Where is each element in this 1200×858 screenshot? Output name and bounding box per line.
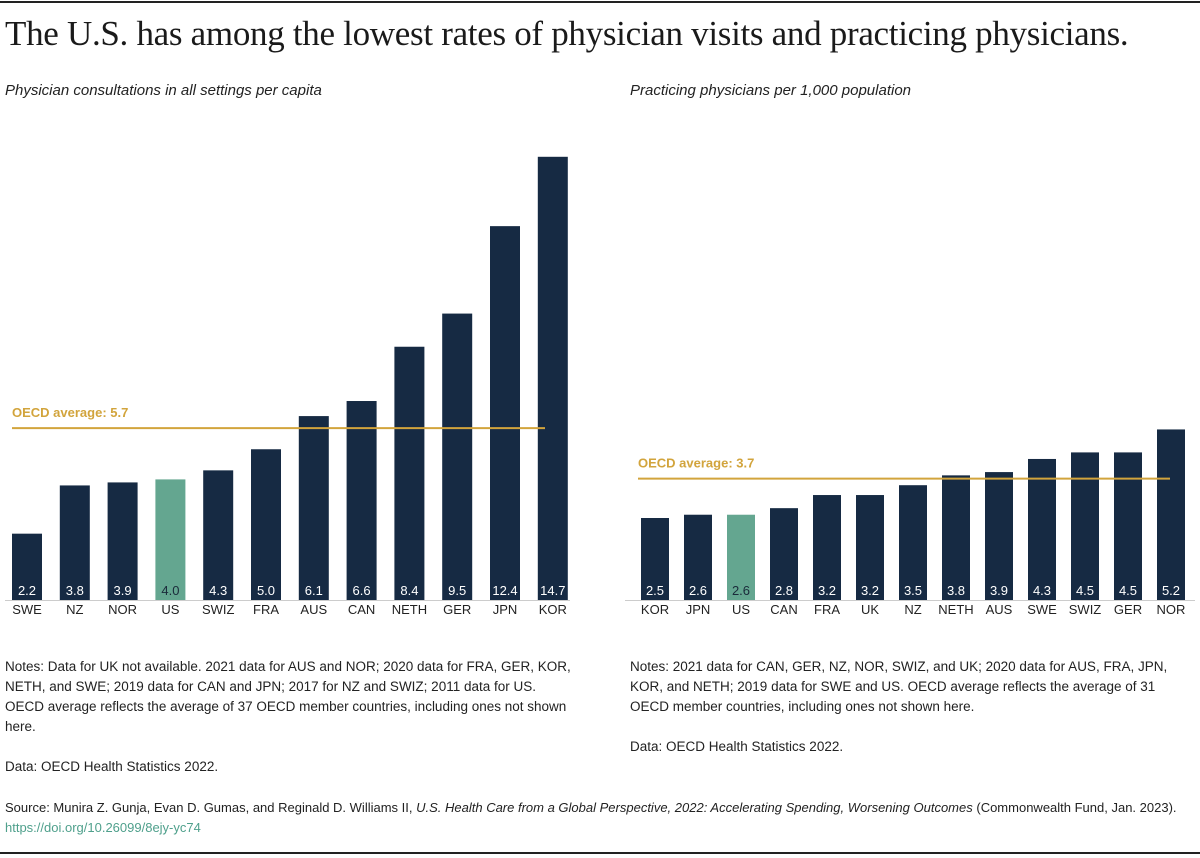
bar-nor: [107, 482, 138, 600]
right-notes-text: Notes: 2021 data for CAN, GER, NZ, NOR, …: [630, 659, 1168, 714]
top-rule: [0, 1, 1200, 3]
bar-fra: [813, 495, 841, 600]
bar-swe: [1028, 458, 1056, 600]
data-label-jpn: 12.4: [492, 583, 517, 598]
oecd-average-label: OECD average: 3.7: [638, 456, 754, 471]
bottom-rule: [0, 852, 1200, 854]
data-label-fra: 3.2: [818, 583, 836, 598]
bar-swe: [12, 533, 42, 600]
left-data-source: Data: OECD Health Statistics 2022.: [5, 759, 219, 774]
bar-can: [346, 401, 377, 600]
x-tick-label-aus: AUS: [986, 602, 1013, 617]
x-tick-label-nz: NZ: [904, 602, 921, 617]
bar-jpn: [684, 514, 712, 600]
bar-neth: [942, 475, 970, 600]
bar-ger: [1114, 452, 1142, 600]
data-label-us: 4.0: [161, 583, 179, 598]
source-publication: U.S. Health Care from a Global Perspecti…: [416, 800, 973, 815]
data-label-ger: 4.5: [1119, 583, 1137, 598]
left-chart-title: Physician consultations in all settings …: [5, 82, 322, 99]
bar-neth: [394, 346, 425, 600]
x-tick-label-kor: KOR: [641, 602, 669, 617]
right-data-source: Data: OECD Health Statistics 2022.: [630, 739, 844, 754]
x-tick-label-us: US: [161, 602, 179, 617]
x-tick-label-jpn: JPN: [493, 602, 518, 617]
x-tick-label-swe: SWE: [12, 602, 42, 617]
physicians-chart: 2.5 KOR 2.6 JPN 2.6 US 2.8 CAN 3.2 FRA 3.2 UK 3.5 NZ 3…: [625, 429, 1195, 617]
data-label-swiz: 4.5: [1076, 583, 1094, 598]
x-tick-label-fra: FRA: [814, 602, 840, 617]
data-label-nz: 3.8: [66, 583, 84, 598]
data-label-jpn: 2.6: [689, 583, 707, 598]
data-label-fra: 5.0: [257, 583, 275, 598]
right-notes: Notes: 2021 data for CAN, GER, NZ, NOR, …: [630, 657, 1190, 757]
x-tick-label-kor: KOR: [539, 602, 567, 617]
data-label-nor: 5.2: [1162, 583, 1180, 598]
data-label-uk: 3.2: [861, 583, 879, 598]
bar-can: [770, 508, 798, 600]
x-tick-label-us: US: [732, 602, 750, 617]
x-tick-label-ger: GER: [1114, 602, 1142, 617]
bar-jpn: [490, 226, 520, 600]
x-tick-label-nor: NOR: [108, 602, 137, 617]
source-link[interactable]: https://doi.org/10.26099/8ejy-yc74: [5, 820, 201, 835]
bar-nz: [59, 485, 90, 600]
bar-aus: [298, 416, 329, 600]
data-label-nor: 3.9: [114, 583, 132, 598]
bar-kor: [537, 156, 568, 601]
data-label-kor: 2.5: [646, 583, 664, 598]
bar-nz: [899, 485, 927, 600]
data-label-can: 6.6: [353, 583, 371, 598]
x-tick-label-nz: NZ: [66, 602, 83, 617]
left-notes-text: Notes: Data for UK not available. 2021 d…: [5, 659, 571, 734]
bar-aus: [985, 472, 1013, 600]
data-label-swe: 2.2: [18, 583, 36, 598]
x-tick-label-nor: NOR: [1157, 602, 1186, 617]
oecd-average-label: OECD average: 5.7: [12, 405, 128, 420]
data-label-neth: 3.8: [947, 583, 965, 598]
x-tick-label-ger: GER: [443, 602, 471, 617]
source-citation: Source: Munira Z. Gunja, Evan D. Gumas, …: [5, 798, 1185, 838]
bar-us: [155, 479, 186, 600]
data-label-can: 2.8: [775, 583, 793, 598]
data-label-us: 2.6: [732, 583, 750, 598]
data-label-ger: 9.5: [448, 583, 466, 598]
x-tick-label-swiz: SWIZ: [202, 602, 235, 617]
bar-swiz: [1071, 452, 1099, 600]
bar-ger: [442, 313, 473, 600]
data-label-nz: 3.5: [904, 583, 922, 598]
x-tick-label-jpn: JPN: [686, 602, 711, 617]
bar-fra: [251, 449, 281, 600]
data-label-aus: 3.9: [990, 583, 1008, 598]
data-label-swiz: 4.3: [209, 583, 227, 598]
x-tick-label-fra: FRA: [253, 602, 279, 617]
data-label-kor: 14.7: [540, 583, 565, 598]
bar-uk: [856, 495, 884, 600]
x-tick-label-aus: AUS: [300, 602, 327, 617]
bar-us: [727, 514, 755, 600]
data-label-neth: 8.4: [400, 583, 418, 598]
x-tick-label-can: CAN: [770, 602, 797, 617]
x-tick-label-neth: NETH: [938, 602, 973, 617]
bar-nor: [1157, 429, 1185, 600]
x-tick-label-neth: NETH: [392, 602, 427, 617]
bar-swiz: [203, 470, 234, 600]
page-title: The U.S. has among the lowest rates of p…: [5, 14, 1129, 53]
bar-kor: [641, 518, 669, 600]
x-tick-label-can: CAN: [348, 602, 375, 617]
x-tick-label-uk: UK: [861, 602, 879, 617]
data-label-swe: 4.3: [1033, 583, 1051, 598]
x-tick-label-swiz: SWIZ: [1069, 602, 1102, 617]
data-label-aus: 6.1: [305, 583, 323, 598]
right-chart-title: Practicing physicians per 1,000 populati…: [630, 82, 912, 99]
consultations-chart: 2.2 SWE 3.8 NZ 3.9 NOR 4.0 US 4.3 SWIZ 5.0 FRA 6.1 AU…: [5, 156, 570, 617]
source-prefix: Source: Munira Z. Gunja, Evan D. Gumas, …: [5, 800, 417, 815]
left-notes: Notes: Data for UK not available. 2021 d…: [5, 657, 575, 777]
source-suffix: (Commonwealth Fund, Jan. 2023).: [972, 800, 1177, 815]
x-tick-label-swe: SWE: [1027, 602, 1057, 617]
